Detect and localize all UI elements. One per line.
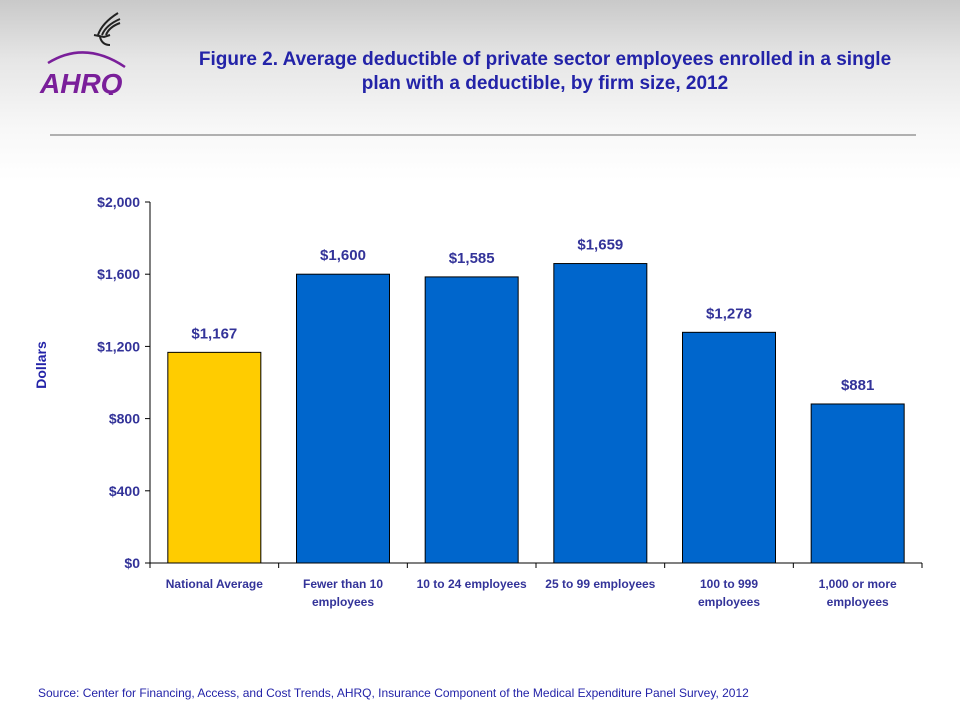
x-tick-label: employees bbox=[827, 595, 889, 609]
bar bbox=[810, 403, 905, 564]
x-tick-label: Fewer than 10 bbox=[303, 577, 383, 591]
x-tick-label: 25 to 99 employees bbox=[545, 577, 655, 591]
y-tick-label: $800 bbox=[109, 411, 140, 427]
data-label: $1,167 bbox=[191, 325, 237, 342]
y-tick-label: $1,200 bbox=[97, 338, 140, 354]
data-label: $1,600 bbox=[320, 247, 366, 264]
bar bbox=[553, 263, 648, 564]
chart-title: Figure 2. Average deductible of private … bbox=[198, 49, 892, 94]
y-tick-label: $1,600 bbox=[97, 266, 140, 282]
bar bbox=[682, 331, 776, 564]
y-axis-label: Dollars bbox=[33, 341, 49, 389]
data-label: $1,278 bbox=[706, 305, 752, 322]
source-note: Source: Center for Financing, Access, an… bbox=[38, 686, 749, 700]
x-tick-label: employees bbox=[312, 595, 374, 609]
data-label: $881 bbox=[841, 377, 874, 394]
x-tick-label: National Average bbox=[166, 577, 263, 591]
divider bbox=[50, 134, 916, 136]
logo-text: AHRQ bbox=[39, 68, 123, 95]
bar bbox=[424, 276, 519, 564]
y-tick-label: $400 bbox=[109, 483, 140, 499]
bar bbox=[167, 351, 262, 564]
x-tick-label: 1,000 or more bbox=[819, 577, 897, 591]
x-tick-label: employees bbox=[698, 595, 760, 609]
bar bbox=[296, 273, 390, 564]
data-label: $1,659 bbox=[577, 237, 623, 254]
data-label: $1,585 bbox=[449, 250, 495, 267]
x-tick-label: 10 to 24 employees bbox=[417, 577, 527, 591]
y-tick-label: $2,000 bbox=[97, 194, 140, 210]
hhs-eagle-icon bbox=[93, 12, 121, 46]
y-tick-label: $0 bbox=[124, 555, 140, 571]
x-tick-label: 100 to 999 bbox=[700, 577, 758, 591]
ahrq-logo: AHRQ bbox=[39, 12, 126, 95]
